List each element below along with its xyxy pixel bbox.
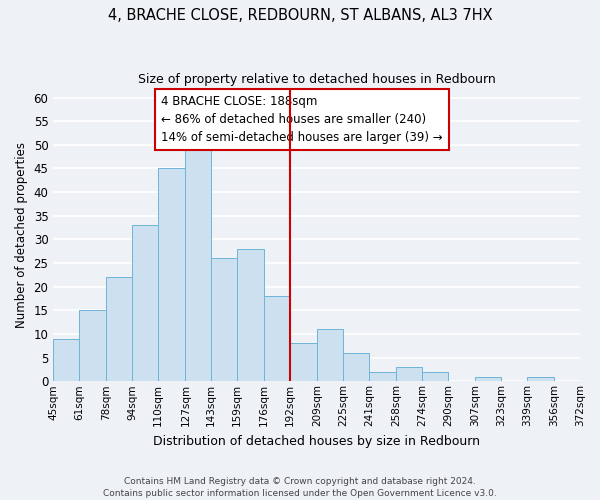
Bar	[343, 353, 369, 382]
Bar	[106, 277, 132, 382]
X-axis label: Distribution of detached houses by size in Redbourn: Distribution of detached houses by size …	[153, 434, 480, 448]
Bar	[475, 376, 501, 382]
Bar	[211, 258, 237, 382]
Text: 4 BRACHE CLOSE: 188sqm
← 86% of detached houses are smaller (240)
14% of semi-de: 4 BRACHE CLOSE: 188sqm ← 86% of detached…	[161, 96, 443, 144]
Bar	[79, 310, 106, 382]
Bar	[290, 344, 317, 382]
Bar	[317, 329, 343, 382]
Bar	[369, 372, 397, 382]
Bar	[397, 367, 422, 382]
Bar	[158, 168, 185, 382]
Bar	[185, 150, 211, 382]
Bar	[527, 376, 554, 382]
Bar	[132, 225, 158, 382]
Bar	[53, 338, 79, 382]
Bar	[237, 249, 264, 382]
Text: Contains HM Land Registry data © Crown copyright and database right 2024.
Contai: Contains HM Land Registry data © Crown c…	[103, 476, 497, 498]
Title: Size of property relative to detached houses in Redbourn: Size of property relative to detached ho…	[138, 72, 496, 86]
Bar	[264, 296, 290, 382]
Text: 4, BRACHE CLOSE, REDBOURN, ST ALBANS, AL3 7HX: 4, BRACHE CLOSE, REDBOURN, ST ALBANS, AL…	[107, 8, 493, 22]
Y-axis label: Number of detached properties: Number of detached properties	[15, 142, 28, 328]
Bar	[422, 372, 448, 382]
